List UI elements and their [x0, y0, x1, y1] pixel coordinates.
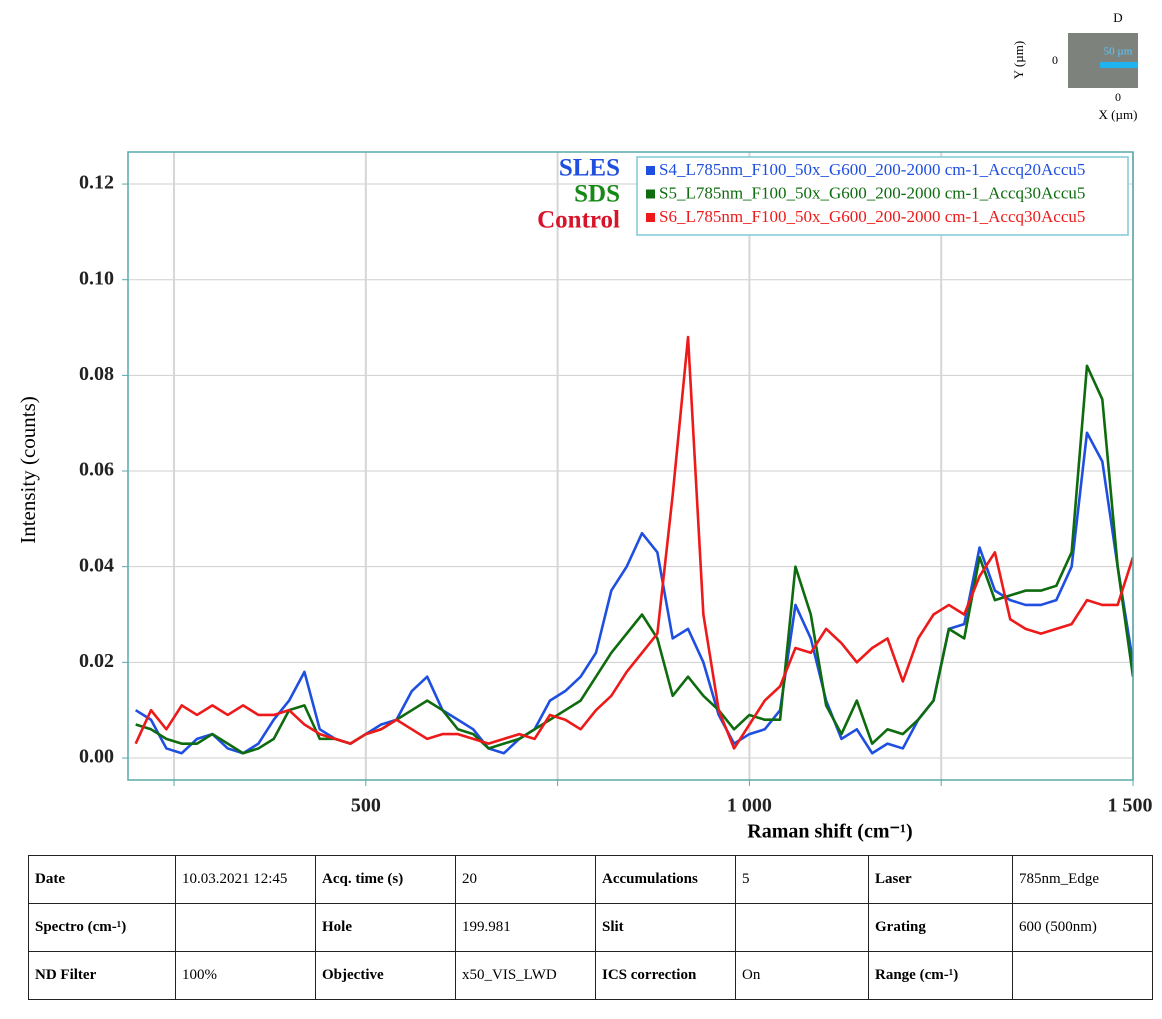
table-cell: Accumulations [596, 856, 736, 904]
table-cell: 10.03.2021 12:45 [176, 856, 316, 904]
y-tick-label: 0.12 [79, 172, 114, 194]
table-cell: 100% [176, 952, 316, 1000]
inset-x-zero: 0 [1115, 90, 1121, 104]
inset-label: D [1113, 10, 1122, 25]
table-cell: On [736, 952, 869, 1000]
inset-y-zero: 0 [1052, 53, 1058, 67]
table-cell: 600 (500nm) [1013, 904, 1153, 952]
table-cell: 785nm_Edge [1013, 856, 1153, 904]
y-tick-label: 0.00 [79, 746, 114, 768]
legend-marker [646, 166, 655, 175]
x-tick-label: 500 [351, 795, 381, 817]
inset-x-label: X (µm) [1099, 107, 1138, 122]
table-cell: 20 [456, 856, 596, 904]
table-cell [736, 904, 869, 952]
y-tick-label: 0.04 [79, 554, 114, 576]
table-cell: Objective [316, 952, 456, 1000]
legend-marker [646, 213, 655, 222]
table-cell: Laser [869, 856, 1013, 904]
table-cell: ND Filter [29, 952, 176, 1000]
chart: Intensity (counts) Raman shift (cm⁻¹) D … [0, 0, 1162, 850]
legend-label: S5_L785nm_F100_50x_G600_200-2000 cm-1_Ac… [659, 183, 1085, 202]
table-cell [176, 904, 316, 952]
legend-marker [646, 190, 655, 199]
x-axis-title: Raman shift (cm⁻¹) [747, 821, 912, 843]
legend-label: S6_L785nm_F100_50x_G600_200-2000 cm-1_Ac… [659, 207, 1085, 226]
scale-bar [1100, 62, 1138, 68]
y-tick-label: 0.06 [79, 459, 114, 481]
y-tick-label: 0.10 [79, 267, 114, 289]
plot-area [128, 152, 1133, 780]
table-cell: Range (cm-¹) [869, 952, 1013, 1000]
inset-y-label: Y (µm) [1011, 41, 1026, 79]
table-cell: ICS correction [596, 952, 736, 1000]
table-cell: x50_VIS_LWD [456, 952, 596, 1000]
x-tick-label: 1 500 [1108, 795, 1153, 817]
annotation: Control [537, 207, 620, 234]
scale-bar-label: 50 µm [1104, 46, 1133, 58]
inset-image [1068, 33, 1138, 88]
table-cell: Grating [869, 904, 1013, 952]
annotation: SLES [559, 155, 620, 182]
annotation: SDS [574, 181, 620, 208]
table-cell: Slit [596, 904, 736, 952]
y-tick-label: 0.02 [79, 650, 114, 672]
table-cell: Spectro (cm-¹) [29, 904, 176, 952]
table-cell: 199.981 [456, 904, 596, 952]
page: Intensity (counts) Raman shift (cm⁻¹) D … [0, 0, 1162, 1019]
x-tick-label: 1 000 [727, 795, 772, 817]
y-tick-label: 0.08 [79, 363, 114, 385]
table-cell: Hole [316, 904, 456, 952]
y-axis-title: Intensity (counts) [16, 396, 40, 544]
legend-label: S4_L785nm_F100_50x_G600_200-2000 cm-1_Ac… [659, 160, 1085, 179]
inset: D Y (µm) 0 50 µm 0 X (µm) [1011, 10, 1138, 122]
table-cell: Acq. time (s) [316, 856, 456, 904]
table-cell: 5 [736, 856, 869, 904]
table-cell: Date [29, 856, 176, 904]
table-cell [1013, 952, 1153, 1000]
